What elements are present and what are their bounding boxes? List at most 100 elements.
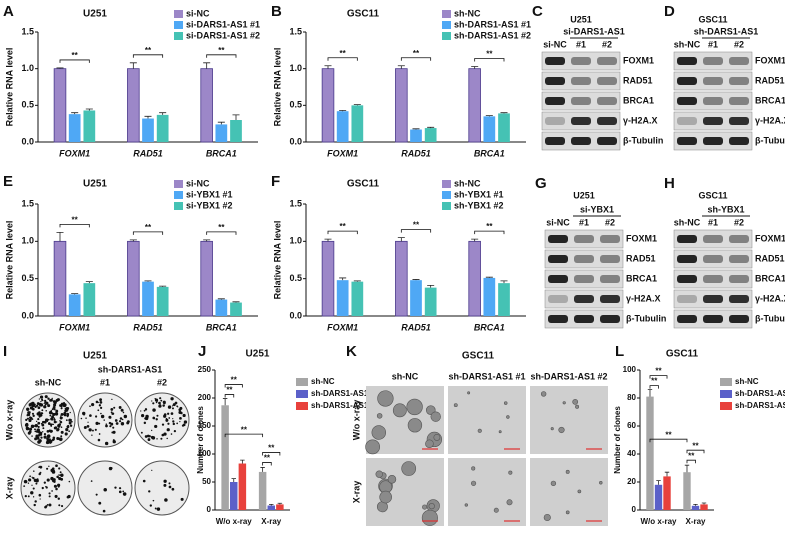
y-axis-label: Relative RNA level [4, 48, 14, 127]
error-bar [144, 115, 152, 119]
colony [51, 412, 54, 415]
y-tick-label: 0.5 [21, 100, 34, 110]
colony [53, 438, 55, 441]
error-bar [56, 67, 64, 69]
y-tick-label: 250 [198, 365, 212, 374]
column-label: sh-DARS1-AS1 #2 [530, 371, 607, 381]
blot-band [597, 97, 617, 105]
blot-band [729, 235, 749, 243]
significance-label: ** [72, 215, 79, 224]
blot-band [548, 275, 568, 283]
legend-swatch [442, 21, 451, 29]
colony [54, 494, 58, 498]
bar [395, 240, 408, 317]
row-label: X-ray [4, 477, 14, 500]
colony [25, 426, 29, 430]
y-axis-label: Number of clones [613, 406, 622, 474]
significance-label: ** [413, 221, 420, 230]
colony [156, 507, 161, 511]
colony [168, 482, 171, 485]
panel-letter: F [271, 173, 280, 190]
significance-bracket [224, 433, 264, 438]
colony [32, 414, 35, 418]
colony [126, 420, 130, 424]
colony [56, 428, 60, 431]
legend-swatch [296, 402, 308, 410]
colony [46, 434, 51, 438]
y-axis-label: Number of clones [196, 406, 205, 474]
colony [119, 417, 123, 420]
x-tick-label: BRCA1 [206, 148, 237, 158]
colony [104, 441, 109, 446]
colony [57, 425, 61, 428]
legend-label: sh-DARS1-AS1 #1 [735, 389, 785, 398]
colony [39, 402, 42, 405]
band-label: RAD51 [626, 253, 656, 263]
colony [97, 438, 101, 442]
colony [38, 414, 41, 417]
colony [64, 432, 68, 436]
blot-band [600, 275, 620, 283]
legend-label: sh-DARS1-AS1 #1 [454, 19, 531, 29]
sphere [392, 403, 407, 418]
legend-swatch [442, 180, 451, 188]
error-bar [471, 238, 479, 242]
bar [351, 105, 364, 142]
y-tick-label: 1.5 [21, 198, 34, 208]
error-bar [353, 280, 361, 282]
colony [115, 422, 119, 425]
colony [26, 407, 29, 410]
sphere [421, 509, 438, 526]
x-tick-label: RAD51 [401, 148, 431, 158]
sphere [550, 480, 557, 487]
error-bar [203, 62, 211, 69]
panel-letter: L [615, 343, 624, 360]
colony [110, 422, 114, 426]
legend-swatch [720, 390, 732, 398]
colony [83, 426, 87, 430]
colony [89, 414, 92, 417]
blot-band [574, 315, 594, 323]
colony [164, 498, 168, 502]
band-label: RAD51 [623, 75, 653, 85]
colony [95, 493, 98, 496]
colony [88, 428, 92, 432]
colony [48, 410, 53, 415]
colony [160, 399, 163, 402]
bar [215, 124, 228, 142]
blot-band [548, 235, 568, 243]
x-tick-label: BRCA1 [206, 322, 237, 332]
x-tick-label: FOXM1 [59, 322, 90, 332]
colony [172, 420, 175, 423]
colony [152, 402, 155, 405]
colony [53, 484, 57, 488]
y-tick-label: 0.0 [21, 310, 34, 320]
band-label: BRCA1 [755, 95, 785, 105]
blot-band [600, 315, 620, 323]
colony [113, 406, 116, 409]
bar [127, 240, 140, 317]
legend-label: si-YBX1 #1 [186, 189, 233, 199]
error-bar [269, 504, 274, 506]
colony [103, 419, 105, 421]
colony [53, 418, 56, 421]
band-label: BRCA1 [755, 273, 785, 283]
colony [103, 488, 107, 492]
error-bar [260, 467, 265, 472]
colony [114, 419, 118, 422]
significance-label: ** [413, 49, 420, 58]
blot-band [677, 117, 697, 125]
colony [111, 412, 115, 415]
colony [179, 406, 183, 410]
legend-swatch [442, 202, 451, 210]
bar [68, 114, 81, 142]
blot-band [597, 117, 617, 125]
colony [143, 421, 147, 425]
colony [42, 431, 44, 433]
blot-strip [544, 249, 624, 269]
blot-band [571, 137, 591, 145]
bar [351, 281, 364, 316]
colony [182, 413, 186, 418]
colony [109, 425, 112, 428]
colony [152, 499, 155, 502]
